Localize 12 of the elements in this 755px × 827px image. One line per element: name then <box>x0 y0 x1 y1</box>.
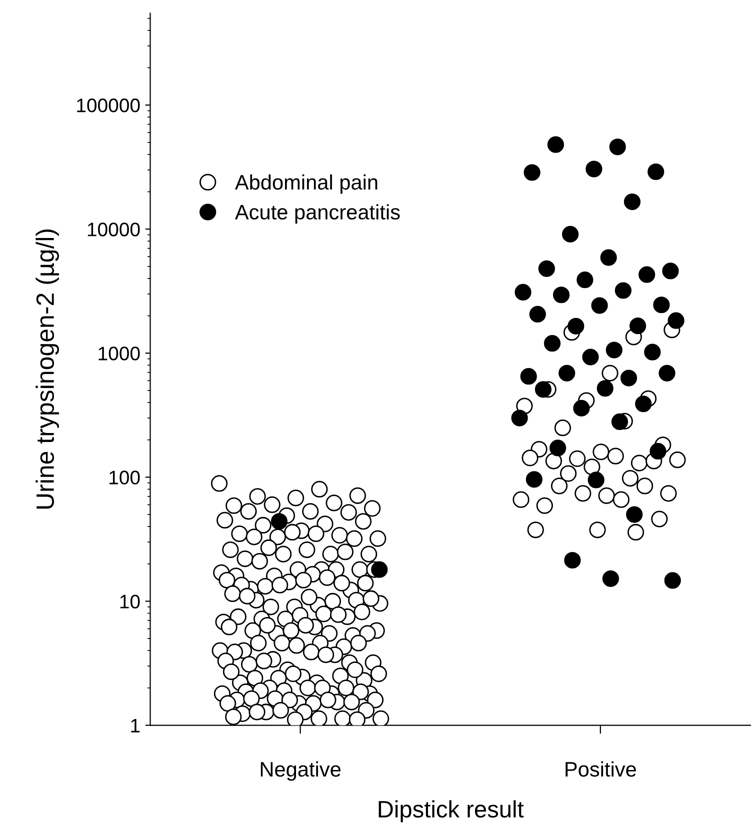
y-tick-label: 100000 <box>77 98 140 112</box>
legend-label: Acute pancreatitis <box>234 204 400 224</box>
y-tick-label: 10 <box>120 594 140 608</box>
x-axis-title: Dipstick result <box>378 800 524 822</box>
y-tick-label: 1 <box>131 718 140 732</box>
x-tick-label: Positive <box>566 761 636 777</box>
x-tick-label: Negative <box>260 761 340 781</box>
y-tick-label: 10000 <box>88 222 140 236</box>
legend-label: Abdominal pain <box>234 174 378 194</box>
y-axis-title: Urine trypsinogen-2 (µg/l) <box>36 230 59 509</box>
y-tick-label: 100 <box>110 470 140 484</box>
y-tick-label: 1000 <box>98 346 140 360</box>
